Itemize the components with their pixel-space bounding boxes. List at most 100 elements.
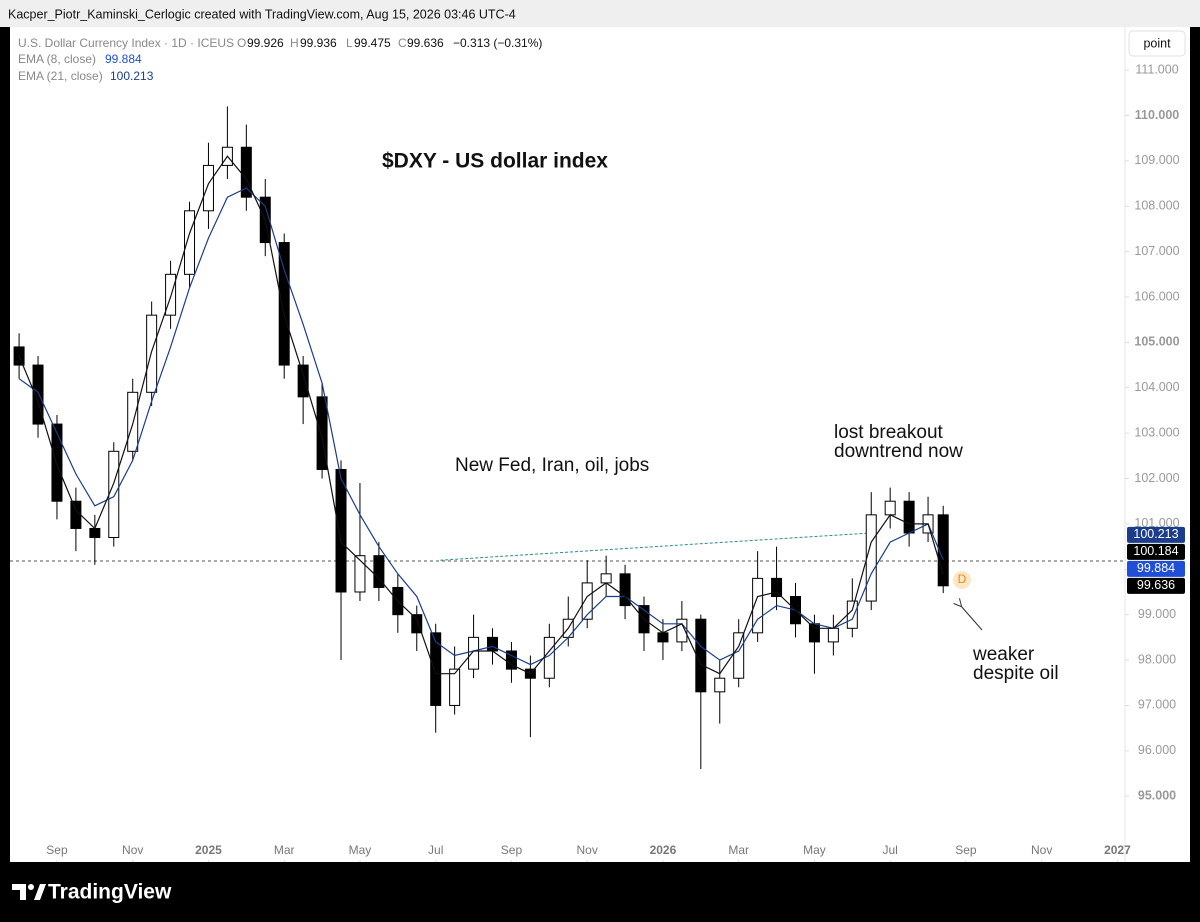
- legend-ohlc: O 99.926 H 99.936 L 99.475 C 99.636 −0.3…: [237, 36, 542, 50]
- brand-logo: TradingView: [12, 881, 172, 904]
- candle-body: [505, 650, 517, 670]
- legend-value: 99.636: [407, 36, 444, 50]
- candle-body: [297, 364, 309, 398]
- point-button[interactable]: [1128, 30, 1186, 57]
- candle-body: [714, 677, 726, 693]
- candle-body: [827, 627, 839, 643]
- legend-ema21-value: 100.213: [110, 69, 154, 83]
- y-tick-label: 96.000: [1138, 743, 1176, 757]
- legend-value: 99.926: [247, 36, 284, 50]
- candle-body: [373, 555, 385, 588]
- candle-body: [695, 618, 707, 693]
- candle-body: [808, 623, 820, 643]
- header-text: Kacper_Piotr_Kaminski_Cerlogic created w…: [8, 7, 516, 21]
- legend-change: −0.313 (−0.31%): [453, 36, 542, 50]
- y-tick-label: 105.000: [1134, 335, 1179, 349]
- candle-body: [600, 573, 612, 584]
- candle-body: [657, 632, 669, 643]
- x-tick-label: Jul: [428, 843, 443, 857]
- y-tick-label: 99.000: [1138, 607, 1176, 621]
- candle-body: [903, 500, 915, 534]
- x-tick-label: Sep: [46, 843, 68, 857]
- y-tick-label: 111.000: [1135, 62, 1178, 76]
- price-tag-label: 99.636: [1137, 578, 1175, 592]
- candle-body: [487, 636, 499, 652]
- annotation: weaker: [972, 644, 1035, 665]
- price-tag-label: 100.213: [1133, 527, 1178, 541]
- y-tick-label: 109.000: [1134, 153, 1179, 167]
- y-tick-label: 110.000: [1135, 108, 1180, 122]
- trendline: [440, 532, 871, 561]
- candle-body: [165, 273, 177, 316]
- point-button-label[interactable]: point: [1143, 36, 1171, 50]
- candle-body: [316, 396, 328, 470]
- annotation: New Fed, Iran, oil, jobs: [455, 455, 649, 476]
- legend-ema8-value: 99.884: [105, 52, 142, 66]
- x-tick-label: Jul: [883, 843, 898, 857]
- y-tick-label: 104.000: [1134, 380, 1179, 394]
- x-tick-label: 2026: [650, 843, 677, 857]
- candle-body: [32, 364, 44, 425]
- price-tag: [1127, 577, 1185, 594]
- candle-body: [619, 573, 631, 607]
- legend-ema21: EMA (21, close): [18, 69, 103, 83]
- candle-body: [884, 500, 896, 516]
- logo-shape: [12, 884, 26, 900]
- legend-ema8: EMA (8, close): [18, 52, 96, 66]
- ema8-line: [18, 155, 944, 675]
- x-tick-label: Sep: [955, 843, 977, 857]
- price-tag-label: 100.184: [1133, 544, 1178, 558]
- price-tag-label: 99.884: [1137, 561, 1175, 575]
- x-tick-label: Mar: [728, 843, 749, 857]
- x-tick-label: May: [349, 843, 372, 857]
- y-tick-label: 106.000: [1134, 289, 1179, 303]
- header-bar: [0, 0, 1200, 27]
- y-tick-label: 95.000: [1138, 788, 1176, 802]
- x-tick-label: May: [803, 843, 826, 857]
- brand-label: TradingView: [48, 881, 172, 904]
- candle-body: [468, 636, 480, 670]
- x-tick-label: Nov: [577, 843, 598, 857]
- candle-body: [411, 614, 423, 634]
- legend-key: O: [237, 36, 246, 50]
- annotation: downtrend now: [834, 441, 963, 462]
- logo-shape: [28, 884, 34, 890]
- candle-body: [70, 500, 82, 529]
- candle-body: [937, 514, 949, 587]
- legend-value: 99.475: [354, 36, 391, 50]
- y-tick-label: 98.000: [1138, 652, 1176, 666]
- candle-body: [108, 450, 120, 539]
- y-tick-label: 103.000: [1134, 425, 1179, 439]
- annotation: despite oil: [973, 663, 1059, 684]
- arrow: [961, 606, 983, 631]
- x-tick-label: 2027: [1104, 843, 1131, 857]
- price-tag: [1127, 560, 1185, 577]
- y-tick-label: 108.000: [1134, 199, 1179, 213]
- y-tick-label: 102.000: [1134, 471, 1179, 485]
- x-tick-label: Sep: [501, 843, 523, 857]
- candle-body: [449, 668, 461, 706]
- x-tick-label: Mar: [274, 843, 295, 857]
- candle-body: [335, 468, 347, 593]
- legend-value: 99.936: [300, 36, 337, 50]
- legend-key: C: [398, 36, 407, 50]
- candle-body: [846, 600, 858, 629]
- candle-body: [354, 555, 366, 593]
- candle-body: [146, 314, 158, 393]
- badge: [953, 571, 971, 589]
- candle-body: [733, 632, 745, 679]
- y-tick-label: 97.000: [1138, 698, 1176, 712]
- annotation: lost breakout: [834, 422, 944, 443]
- candle-body: [184, 210, 196, 275]
- legend-symbol: U.S. Dollar Currency Index · 1D · ICEUS: [18, 36, 234, 50]
- x-tick-label: Nov: [1031, 843, 1052, 857]
- candle-body: [581, 582, 593, 620]
- logo-shape: [34, 884, 46, 900]
- badge-label: D: [958, 572, 967, 586]
- legend-key: H: [290, 36, 299, 50]
- legend-key: L: [346, 36, 353, 50]
- x-tick-label: 2025: [195, 843, 222, 857]
- price-tag: [1127, 526, 1185, 543]
